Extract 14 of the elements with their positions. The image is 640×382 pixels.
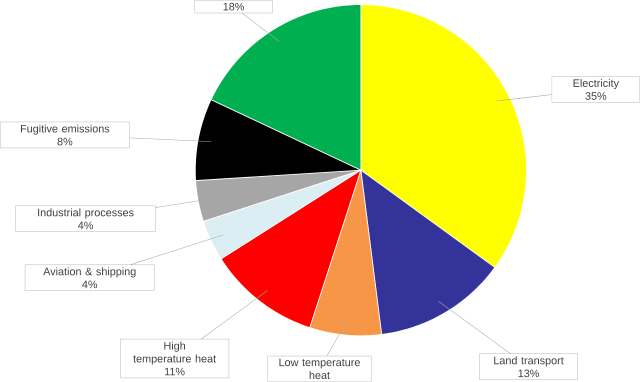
slice-label: Low temperature heat bbox=[279, 358, 360, 380]
data-label: 8% bbox=[58, 138, 72, 146]
slice-label: Aviation & shipping bbox=[43, 267, 136, 278]
slice-label: Industrial processes bbox=[38, 208, 134, 219]
slice-label: Land transport bbox=[494, 356, 564, 367]
data-label: 35% bbox=[585, 92, 606, 100]
data-label: 18% bbox=[224, 2, 244, 11]
slice-label: Fugitive emissions bbox=[20, 124, 110, 135]
data-label: 4% bbox=[82, 280, 98, 288]
slice-label: High temperature heat bbox=[133, 342, 216, 365]
data-label: 13% bbox=[518, 370, 539, 378]
data-label: 11% bbox=[164, 368, 185, 376]
data-label: 4% bbox=[78, 222, 94, 230]
slice-label: Electricity bbox=[574, 79, 619, 90]
